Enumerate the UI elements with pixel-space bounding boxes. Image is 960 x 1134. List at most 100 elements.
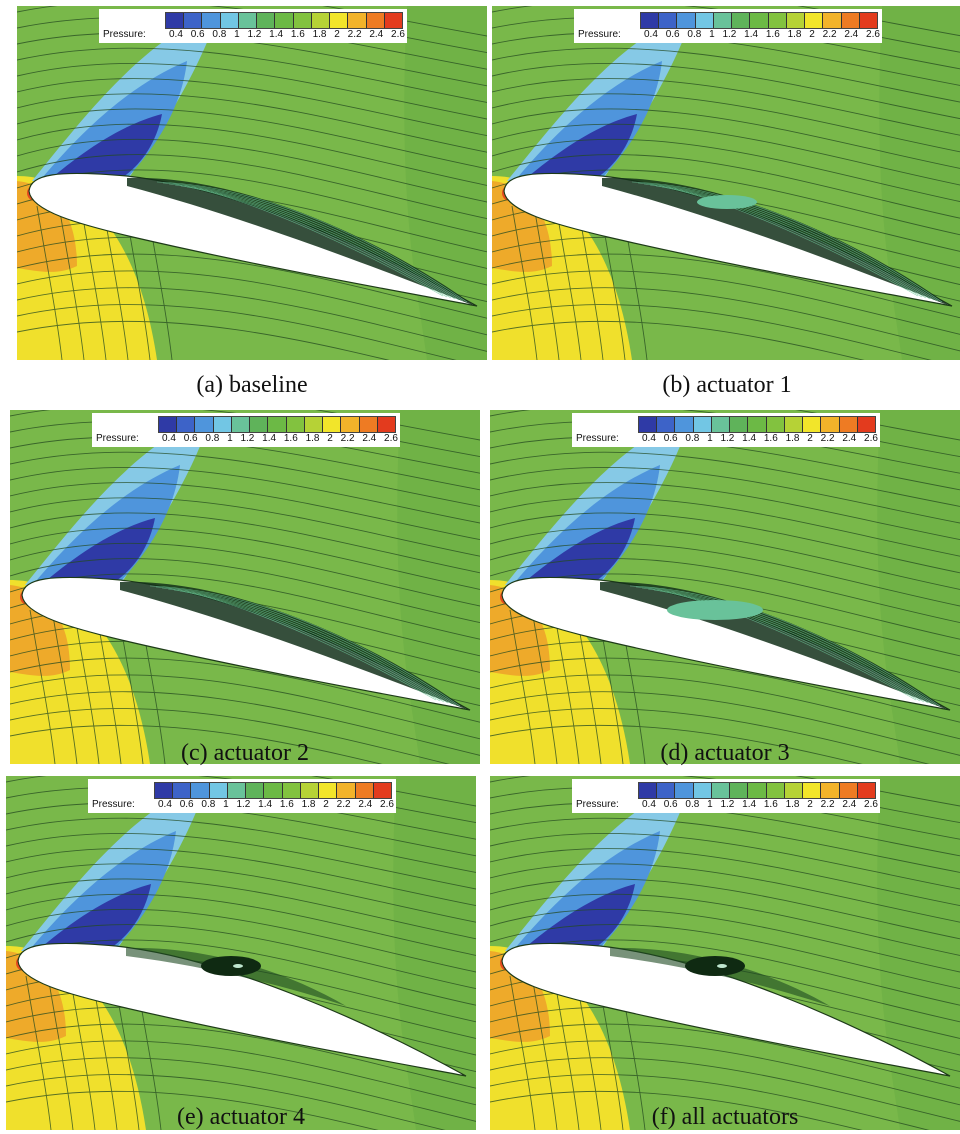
legend-tick-label: 1.8 <box>312 29 327 40</box>
legend-tick-label: 2.6 <box>864 433 878 444</box>
pressure-legend: Pressure: 0.4 0.6 0.8 1 1.2 1.4 1.6 1.8 2 2.2 2.4 2.… <box>572 779 880 813</box>
legend-tick-label: 2.2 <box>340 433 355 444</box>
pressure-field <box>490 776 960 1130</box>
legend-swatch <box>784 417 804 432</box>
legend-tick-label: 2.4 <box>369 29 384 40</box>
legend-swatch <box>730 783 749 798</box>
caption-e: (e) actuator 4 <box>177 1104 305 1130</box>
legend-swatch <box>304 417 324 432</box>
legend-swatch <box>250 417 269 432</box>
legend-swatch <box>231 417 251 432</box>
legend-tick-label: 2 <box>327 433 333 444</box>
legend-swatch <box>784 783 804 798</box>
legend-swatch <box>341 417 360 432</box>
legend-tick-label: 1 <box>234 29 240 40</box>
legend-swatch <box>857 783 876 798</box>
legend-swatch <box>209 783 228 798</box>
legend-swatch <box>675 783 694 798</box>
legend-swatch <box>213 417 232 432</box>
legend-swatch <box>711 417 731 432</box>
airfoil <box>28 172 478 307</box>
caption-b: (b) actuator 1 <box>662 372 792 398</box>
legend-tick-label: 1 <box>709 29 715 40</box>
legend-tick-label: 2 <box>809 29 815 40</box>
legend-swatch <box>675 417 694 432</box>
legend-swatch <box>857 417 876 432</box>
recirculation-bubble <box>667 600 763 620</box>
legend-swatch <box>282 783 301 798</box>
legend-tick-label: 0.8 <box>687 29 702 40</box>
legend-tick-label: 1.8 <box>785 433 800 444</box>
legend-tick-label: 2.6 <box>864 799 878 810</box>
legend-swatch <box>227 783 247 798</box>
legend-swatch <box>641 13 660 28</box>
pressure-legend: Pressure: 0.4 0.6 0.8 1 1.2 1.4 1.6 1.8 2 2.2 2.4 2.… <box>99 9 407 43</box>
legend-tick-label: 0.4 <box>642 799 656 810</box>
pressure-field <box>492 6 960 360</box>
legend-tick-label: 0.6 <box>183 433 198 444</box>
legend-tick-label: 1.4 <box>742 799 757 810</box>
legend-tick-label: 1.4 <box>262 433 277 444</box>
legend-tick-label: 2.2 <box>822 29 837 40</box>
legend-color-bar <box>158 416 396 433</box>
legend-title: Pressure: <box>578 29 621 40</box>
legend-swatch <box>319 783 338 798</box>
pressure-field <box>6 776 476 1130</box>
legend-tick-label: 1.8 <box>305 433 320 444</box>
legend-tick-label: 0.4 <box>158 799 172 810</box>
legend-tick-label: 0.8 <box>212 29 227 40</box>
panel-d: Pressure: 0.4 0.6 0.8 1 1.2 1.4 1.6 1.8 2 2.2 2.4 2.… <box>490 410 960 764</box>
legend-swatch <box>750 13 769 28</box>
legend-swatch <box>184 13 203 28</box>
legend-swatch <box>748 783 767 798</box>
legend-swatch <box>695 13 714 28</box>
legend-swatch <box>359 417 378 432</box>
legend-tick-label: 1.2 <box>240 433 255 444</box>
airfoil <box>503 172 953 307</box>
legend-tick-label: 1.6 <box>763 433 778 444</box>
legend-tick-label: 0.6 <box>179 799 194 810</box>
legend-title: Pressure: <box>576 799 619 810</box>
legend-swatch <box>373 783 392 798</box>
legend-swatch <box>202 13 221 28</box>
legend-tick-label: 1.2 <box>236 799 251 810</box>
legend-tick-label: 0.6 <box>190 29 205 40</box>
legend-tick-label: 2 <box>334 29 340 40</box>
legend-swatch <box>355 783 374 798</box>
pressure-legend: Pressure: 0.4 0.6 0.8 1 1.2 1.4 1.6 1.8 2 2.2 2.4 2.… <box>92 413 400 447</box>
airfoil <box>17 942 467 1077</box>
legend-swatch <box>639 417 658 432</box>
pressure-field <box>10 410 480 764</box>
airfoil <box>21 576 471 711</box>
legend-color-bar <box>165 12 403 29</box>
legend-swatch <box>293 13 312 28</box>
legend-title: Pressure: <box>96 433 139 444</box>
legend-tick-label: 2.2 <box>336 799 351 810</box>
legend-swatch <box>713 13 733 28</box>
recirculation-bubble <box>697 195 757 209</box>
legend-swatch <box>657 783 676 798</box>
panel-f: Pressure: 0.4 0.6 0.8 1 1.2 1.4 1.6 1.8 2 2.2 2.4 2.… <box>490 776 960 1130</box>
legend-tick-label: 1.8 <box>301 799 316 810</box>
legend-swatch <box>220 13 239 28</box>
pressure-legend: Pressure: 0.4 0.6 0.8 1 1.2 1.4 1.6 1.8 2 2.2 2.4 2.… <box>574 9 882 43</box>
panel-e: Pressure: 0.4 0.6 0.8 1 1.2 1.4 1.6 1.8 2 2.2 2.4 2.… <box>6 776 476 1130</box>
legend-swatch <box>159 417 178 432</box>
airfoil <box>501 576 951 711</box>
legend-tick-label: 1.2 <box>720 799 735 810</box>
legend-swatch <box>823 13 842 28</box>
legend-tick-label: 2.4 <box>362 433 377 444</box>
legend-color-bar <box>154 782 392 799</box>
legend-swatch <box>275 13 294 28</box>
legend-tick-label: 1.6 <box>279 799 294 810</box>
legend-swatch <box>238 13 258 28</box>
pressure-field <box>490 410 960 764</box>
legend-swatch <box>732 13 751 28</box>
legend-tick-label: 2.6 <box>391 29 405 40</box>
legend-tick-label: 1.6 <box>765 29 780 40</box>
legend-swatch <box>384 13 403 28</box>
legend-tick-label: 0.6 <box>663 799 678 810</box>
legend-swatch <box>166 13 185 28</box>
legend-swatch <box>859 13 878 28</box>
legend-tick-label: 2.4 <box>842 433 857 444</box>
